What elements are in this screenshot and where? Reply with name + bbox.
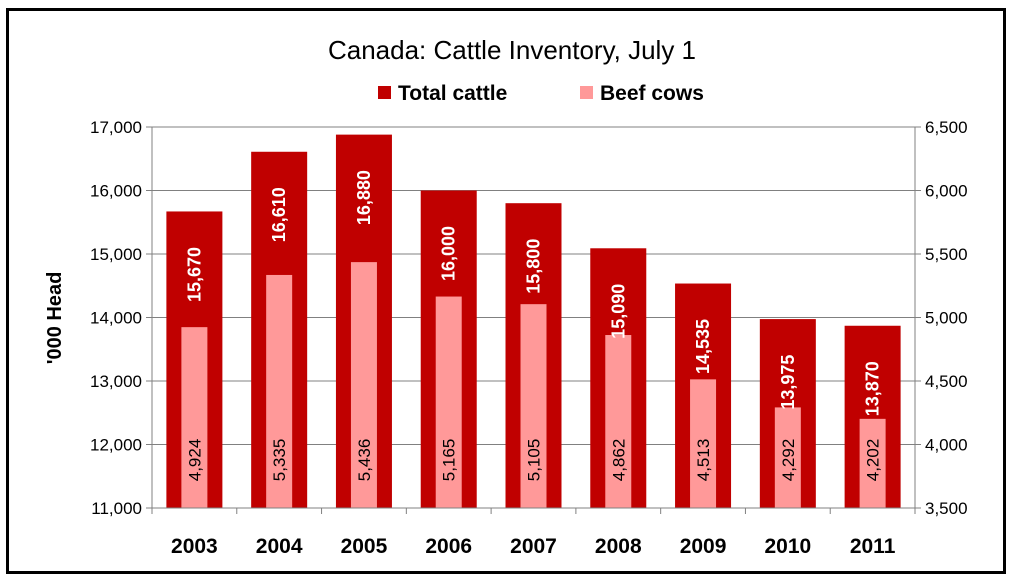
data-label-beef-cows: 5,335 [270,439,289,482]
data-label-total-cattle: 16,610 [269,187,289,242]
data-label-total-cattle: 14,535 [693,319,713,374]
category-label: 2009 [680,535,727,558]
left-tick-label: 15,000 [90,245,142,264]
legend-label-beef-cows: Beef cows [600,82,704,105]
right-tick-label: 3,500 [925,499,968,518]
right-tick-label: 5,000 [925,309,968,328]
chart-title: Canada: Cattle Inventory, July 1 [328,35,696,65]
data-label-total-cattle: 13,870 [863,361,883,416]
data-label-total-cattle: 16,000 [439,226,459,281]
category-label: 2006 [425,535,472,558]
legend: Total cattle Beef cows [378,82,704,105]
left-tick-label: 11,000 [91,499,142,518]
bars [166,134,901,508]
data-label-beef-cows: 4,202 [864,439,883,482]
data-label-total-cattle: 15,800 [524,239,544,294]
bar-beef-cows [690,379,717,508]
right-tick-label: 6,000 [925,182,968,201]
bar-beef-cows [350,262,377,508]
data-label-beef-cows: 4,924 [185,439,204,482]
bar-beef-cows [266,274,293,508]
bar-beef-cows [435,296,462,508]
category-label: 2010 [764,535,811,558]
data-labels: 15,670 4,924 16,610 5,335 16,880 5,436 16,000 5… [184,170,882,481]
category-label: 2008 [595,535,642,558]
left-tick-label: 12,000 [90,436,142,455]
data-label-beef-cows: 4,862 [609,439,628,482]
bar-beef-cows [520,304,547,508]
left-tick-label: 17,000 [90,118,142,137]
data-label-beef-cows: 5,105 [525,439,544,482]
left-tick-label: 16,000 [90,182,142,201]
data-label-total-cattle: 15,670 [184,247,204,302]
legend-swatch-beef-cows [580,86,593,99]
y-axis-label: '000 Head [44,272,66,365]
right-axis-ticks: 3,500 4,000 4,500 5,000 5,500 6,000 6,500 [915,118,968,518]
right-tick-label: 5,500 [925,245,968,264]
category-label: 2007 [510,535,557,558]
category-label: 2004 [256,535,303,558]
bar-beef-cows [774,407,801,508]
data-label-beef-cows: 5,165 [440,439,459,482]
right-tick-label: 4,000 [925,436,968,455]
data-label-beef-cows: 5,436 [355,439,374,482]
bar-beef-cows [859,418,886,508]
category-label: 2003 [171,535,218,558]
right-tick-label: 4,500 [925,372,968,391]
data-label-beef-cows: 4,292 [779,439,798,482]
data-label-total-cattle: 16,880 [354,170,374,225]
left-tick-label: 14,000 [90,309,142,328]
legend-swatch-total-cattle [378,86,391,99]
legend-label-total-cattle: Total cattle [398,82,507,105]
left-axis-ticks: 11,000 12,000 13,000 14,000 15,000 16,000 17,0… [90,118,152,518]
bar-beef-cows [181,327,208,508]
data-label-beef-cows: 4,513 [694,439,713,482]
data-label-total-cattle: 13,975 [778,355,798,410]
category-axis-ticks: 2003 2004 2005 2006 2007 2008 2009 2010 2011 [151,508,916,558]
right-tick-label: 6,500 [925,118,968,137]
left-tick-label: 13,000 [90,372,142,391]
category-label: 2011 [850,535,896,558]
bar-beef-cows [605,335,632,508]
data-label-total-cattle: 15,090 [608,284,628,339]
category-label: 2005 [341,535,388,558]
